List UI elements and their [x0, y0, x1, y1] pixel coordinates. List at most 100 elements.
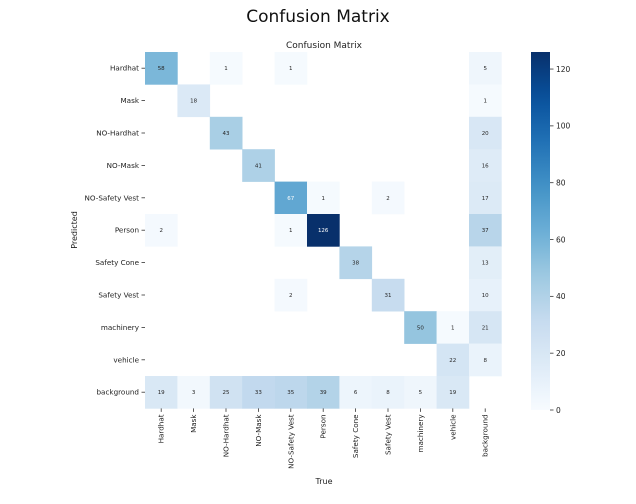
y-tick-label: NO-Mask	[107, 161, 140, 170]
heatmap-cell	[436, 343, 470, 377]
heatmap-cell	[469, 311, 502, 344]
heatmap-cell	[307, 376, 340, 409]
cell-value-label: 37	[482, 228, 489, 234]
cell-value-label: 126	[318, 228, 329, 234]
heatmap-cell	[404, 376, 437, 409]
heatmap-cell	[436, 311, 470, 344]
cell-value-label: 21	[482, 325, 489, 331]
x-tick-label: Person	[319, 414, 328, 438]
cell-value-label: 20	[482, 131, 489, 137]
heatmap-cell	[404, 311, 437, 344]
heatmap-cell	[145, 376, 178, 409]
heatmap-cell	[274, 376, 308, 409]
cell-value-label: 19	[158, 390, 165, 396]
heatmap-cell	[274, 214, 308, 247]
heatmap-cell	[339, 376, 373, 409]
y-tick-label: NO-Safety Vest	[85, 193, 140, 202]
y-tick-label: vehicle	[113, 355, 139, 364]
cell-value-label: 58	[158, 66, 165, 72]
y-tick-label: Safety Vest	[98, 291, 139, 300]
heatmap-cell	[469, 246, 502, 280]
heatmap-cell	[371, 278, 405, 312]
cell-value-label: 35	[287, 390, 294, 396]
heatmap-cells	[145, 52, 502, 409]
cell-value-label: 1	[289, 66, 293, 72]
heatmap-cell	[177, 84, 211, 118]
cell-value-label: 41	[255, 163, 262, 169]
x-tick-label: Hardhat	[157, 414, 166, 443]
heatmap-cell	[145, 52, 178, 85]
cell-value-label: 22	[449, 358, 456, 364]
heatmap-cell	[469, 149, 502, 182]
cell-value-label: 6	[354, 390, 358, 396]
cell-value-label: 2	[159, 228, 163, 234]
cell-value-label: 1	[289, 228, 293, 234]
x-tick-label: Safety Cone	[351, 414, 360, 458]
x-tick-label: vehicle	[448, 414, 457, 440]
y-tick-label: Hardhat	[110, 64, 139, 73]
y-tick-label: NO-Hardhat	[96, 129, 139, 138]
y-axis-ticks: Hardhat Mask NO-Hardhat NO-Mask NO-Safety Ve…	[85, 64, 145, 397]
cell-value-label: 10	[482, 293, 489, 299]
heatmap-cell	[209, 52, 243, 85]
y-tick-label: Person	[115, 226, 139, 235]
cell-value-label: 38	[352, 261, 359, 267]
heatmap-cell	[469, 214, 502, 247]
heatmap-cell	[469, 84, 502, 118]
heatmap-cell	[339, 246, 373, 280]
cell-value-label: 25	[223, 390, 230, 396]
cell-value-label: 19	[449, 390, 456, 396]
heatmap-cell	[436, 376, 470, 409]
heatmap-cell	[371, 181, 405, 215]
heatmap-cell	[209, 116, 243, 150]
cell-value-label: 8	[483, 358, 487, 364]
heatmap-cell	[209, 376, 243, 409]
x-tick-label: machinery	[416, 414, 425, 453]
x-tick-label: NO-Mask	[254, 414, 263, 447]
heatmap-cell	[307, 214, 340, 247]
heatmap-cell	[177, 376, 211, 409]
cell-value-label: 1	[451, 325, 455, 331]
cell-value-label: 67	[287, 196, 294, 202]
cell-value-label: 50	[417, 325, 424, 331]
x-tick-label: background	[481, 414, 490, 457]
cell-value-label: 1	[483, 99, 487, 105]
cell-value-label: 17	[482, 196, 489, 202]
heatmap-cell	[371, 376, 405, 409]
cell-value-label: 1	[224, 66, 228, 72]
cell-value-label: 5	[419, 390, 423, 396]
colorbar-tick-label: 100	[556, 122, 571, 131]
cell-value-label: 16	[482, 163, 489, 169]
cell-value-label: 2	[289, 293, 293, 299]
cell-value-label: 18	[190, 99, 197, 105]
colorbar: 0 20 40 60 80 100 120	[531, 52, 571, 415]
cell-value-label: 31	[385, 293, 392, 299]
heatmap-cell	[469, 181, 502, 215]
heatmap-cell	[469, 343, 502, 377]
cell-value-label: 43	[223, 131, 230, 137]
x-tick-label: NO-Safety Vest	[286, 414, 295, 469]
heatmap-cell	[469, 52, 502, 85]
heatmap-cell	[274, 52, 308, 85]
cell-value-label: 3	[192, 390, 196, 396]
page-title: Confusion Matrix	[246, 7, 390, 27]
heatmap-cell	[307, 181, 340, 215]
colorbar-tick-label: 0	[556, 406, 561, 415]
heatmap-cell	[469, 278, 502, 312]
heatmap-cell	[274, 181, 308, 215]
heatmap-cell	[469, 116, 502, 150]
colorbar-tick-label: 60	[556, 235, 566, 244]
heatmap-cell	[242, 376, 275, 409]
cell-value-label: 33	[255, 390, 262, 396]
colorbar-tick-label: 20	[556, 349, 566, 358]
y-tick-label: machinery	[101, 323, 140, 332]
x-tick-label: Mask	[189, 414, 198, 433]
cell-value-label: 13	[482, 261, 489, 267]
cell-value-label: 5	[483, 66, 487, 72]
y-tick-label: Safety Cone	[95, 258, 139, 267]
cell-value-label: 8	[386, 390, 390, 396]
colorbar-tick-label: 120	[556, 65, 571, 74]
cell-value-label: 1	[321, 196, 325, 202]
